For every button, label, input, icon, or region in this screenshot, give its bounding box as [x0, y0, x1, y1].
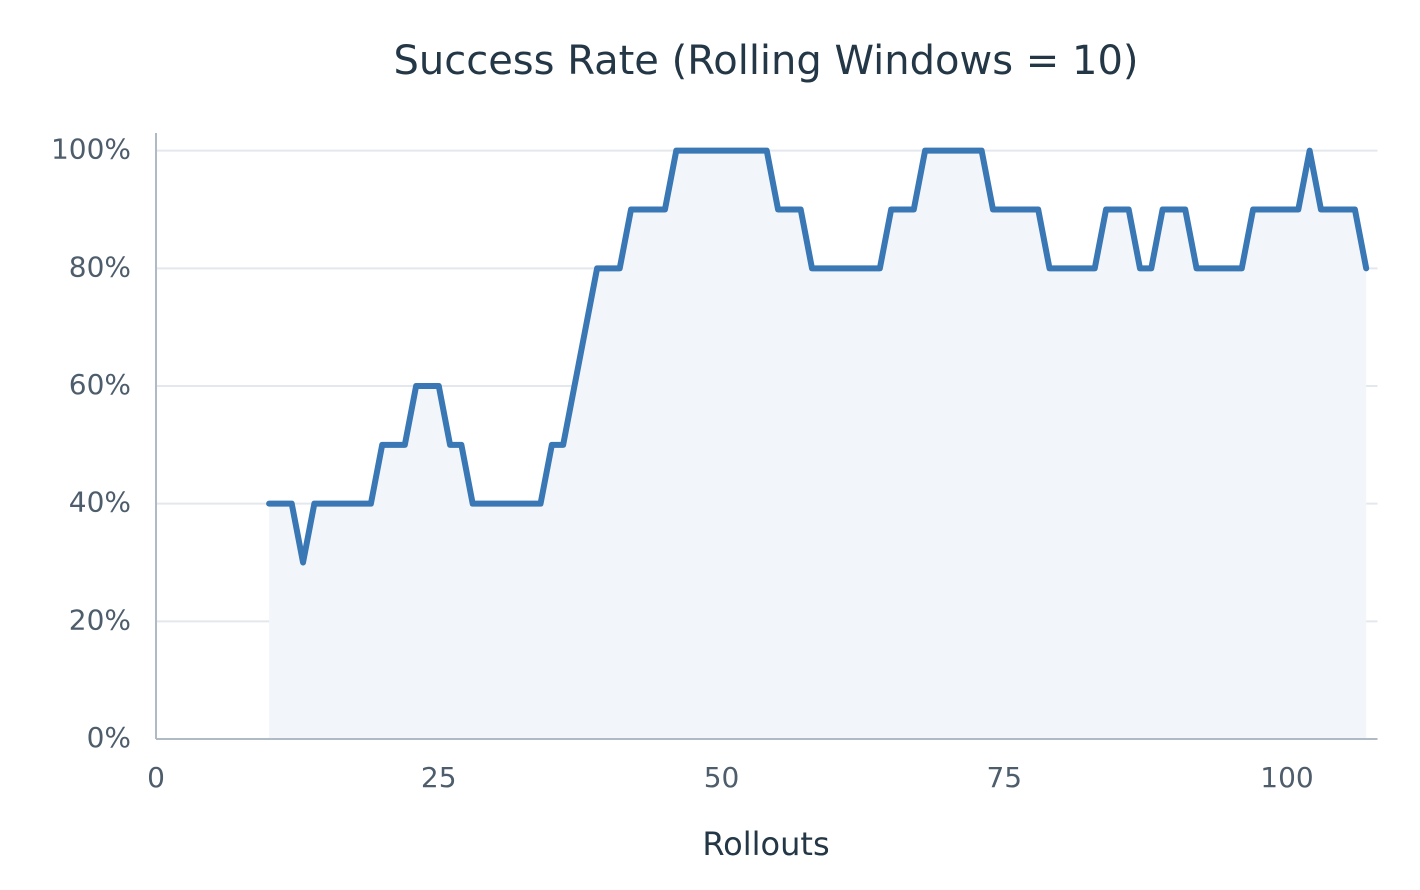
y-tick-label: 40% — [69, 486, 131, 519]
area — [269, 150, 1367, 739]
x-tick-label: 0 — [147, 761, 165, 794]
y-tick-label: 20% — [69, 603, 131, 636]
y-tick-label: 100% — [51, 133, 131, 166]
x-tick-label: 25 — [421, 761, 457, 794]
chart-title: Success Rate (Rolling Windows = 10) — [393, 38, 1138, 84]
x-tick-label: 75 — [986, 761, 1022, 794]
x-tick-label: 100 — [1260, 761, 1313, 794]
line — [266, 147, 1370, 566]
x-axis-label: Rollouts — [702, 825, 829, 863]
x-tick-label: 50 — [704, 761, 740, 794]
y-tick-label: 80% — [69, 250, 131, 283]
y-tick-label: 0% — [87, 721, 131, 754]
y-tick-label: 60% — [69, 368, 131, 401]
